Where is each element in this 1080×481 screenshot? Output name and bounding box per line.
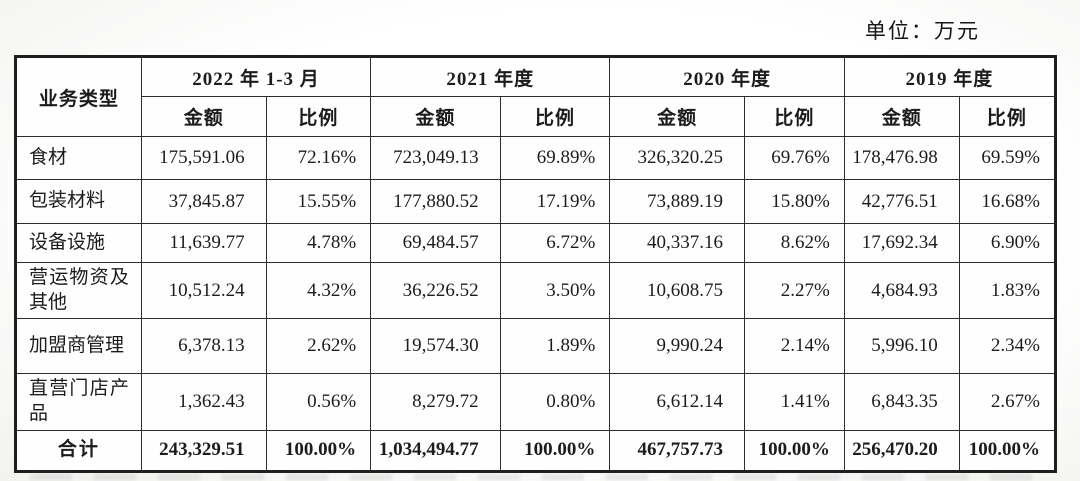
cell-ratio: 2.62% [265, 318, 372, 375]
subheader-amount-2021: 金额 [370, 96, 501, 137]
cell-amount: 723,049.13 [370, 136, 501, 180]
row-label: 营运物资及其他 [15, 261, 142, 320]
cell-ratio: 15.80% [744, 179, 845, 224]
cell-amount: 10,608.75 [609, 261, 745, 320]
cell-amount: 326,320.25 [609, 136, 745, 180]
cell-amount: 40,337.16 [609, 223, 745, 263]
table-row-packaging-materials: 包装材料 37,845.87 15.55% 177,880.52 17.19% … [15, 179, 1057, 224]
unit-label: 单位：万元 [865, 19, 980, 43]
cell-ratio: 100.00% [958, 429, 1057, 472]
row-label: 食材 [15, 136, 142, 180]
revenue-by-business-type-table: 业务类型 2022 年 1-3 月 2021 年度 2020 年度 2019 年… [14, 55, 1057, 473]
subheader-ratio-2020: 比例 [744, 96, 845, 137]
total-label: 合计 [15, 429, 142, 472]
cell-amount: 37,845.87 [140, 179, 267, 224]
cell-amount: 1,034,494.77 [370, 429, 501, 472]
column-header-2020: 2020 年度 [609, 56, 845, 97]
cell-ratio: 4.78% [265, 223, 372, 263]
cell-amount: 256,470.20 [843, 429, 960, 472]
column-header-2019: 2019 年度 [843, 56, 1057, 97]
cell-amount: 6,843.35 [843, 373, 960, 431]
cell-ratio: 6.90% [958, 223, 1057, 263]
table-row-operating-supplies: 营运物资及其他 10,512.24 4.32% 36,226.52 3.50% … [15, 261, 1057, 320]
cell-ratio: 0.80% [499, 373, 611, 431]
table-row-equipment-facilities: 设备设施 11,639.77 4.78% 69,484.57 6.72% 40,… [15, 223, 1057, 263]
cell-ratio: 0.56% [265, 373, 372, 431]
subheader-amount-2019: 金额 [843, 96, 960, 137]
cell-amount: 177,880.52 [370, 179, 501, 224]
subheader-ratio-2019: 比例 [958, 96, 1057, 137]
cell-ratio: 2.34% [958, 318, 1057, 375]
cell-amount: 5,996.10 [843, 318, 960, 375]
table-row-direct-store-products: 直营门店产品 1,362.43 0.56% 8,279.72 0.80% 6,6… [15, 373, 1057, 431]
subheader-amount-2020: 金额 [609, 96, 745, 137]
cell-ratio: 2.67% [958, 373, 1057, 431]
table-row-total: 合计 243,329.51 100.00% 1,034,494.77 100.0… [15, 429, 1057, 472]
column-header-2021: 2021 年度 [370, 56, 611, 97]
cell-amount: 6,378.13 [140, 318, 267, 375]
cell-ratio: 17.19% [499, 179, 611, 224]
cell-amount: 175,591.06 [140, 136, 267, 180]
cell-ratio: 100.00% [744, 429, 845, 472]
cell-amount: 17,692.34 [843, 223, 960, 263]
subheader-amount-2022: 金额 [140, 96, 267, 137]
cell-ratio: 100.00% [265, 429, 372, 472]
cell-ratio: 69.59% [958, 136, 1057, 180]
cell-amount: 11,639.77 [140, 223, 267, 263]
cell-amount: 6,612.14 [609, 373, 745, 431]
cell-ratio: 69.89% [499, 136, 611, 180]
cell-amount: 36,226.52 [370, 261, 501, 320]
cell-ratio: 8.62% [744, 223, 845, 263]
cell-ratio: 69.76% [744, 136, 845, 180]
subheader-ratio-2022: 比例 [265, 96, 372, 137]
row-label: 直营门店产品 [15, 373, 142, 431]
cell-ratio: 1.83% [958, 261, 1057, 320]
cell-amount: 73,889.19 [609, 179, 745, 224]
cell-amount: 42,776.51 [843, 179, 960, 224]
cell-ratio: 4.32% [265, 261, 372, 320]
cell-ratio: 1.41% [744, 373, 845, 431]
cell-ratio: 15.55% [265, 179, 372, 224]
cell-amount: 8,279.72 [370, 373, 501, 431]
cell-amount: 4,684.93 [843, 261, 960, 320]
table-row-food-materials: 食材 175,591.06 72.16% 723,049.13 69.89% 3… [15, 136, 1057, 180]
cell-amount: 243,329.51 [140, 429, 267, 472]
cell-amount: 1,362.43 [140, 373, 267, 431]
cell-amount: 69,484.57 [370, 223, 501, 263]
scan-artifact [30, 474, 1040, 480]
cell-ratio: 1.89% [499, 318, 611, 375]
cell-ratio: 2.14% [744, 318, 845, 375]
cell-ratio: 72.16% [265, 136, 372, 180]
cell-amount: 467,757.73 [609, 429, 745, 472]
cell-amount: 19,574.30 [370, 318, 501, 375]
cell-ratio: 3.50% [499, 261, 611, 320]
cell-ratio: 100.00% [499, 429, 611, 472]
cell-amount: 10,512.24 [140, 261, 267, 320]
header-subcolumns-row: 金额 比例 金额 比例 金额 比例 金额 比例 [16, 96, 1057, 137]
column-header-2022: 2022 年 1-3 月 [140, 56, 372, 97]
subheader-ratio-2021: 比例 [499, 96, 611, 137]
cell-ratio: 2.27% [744, 261, 845, 320]
column-header-business-type: 业务类型 [15, 56, 142, 137]
row-label: 包装材料 [15, 179, 142, 224]
row-label: 加盟商管理 [15, 318, 142, 375]
row-label: 设备设施 [15, 223, 142, 263]
cell-ratio: 16.68% [958, 179, 1057, 224]
cell-amount: 9,990.24 [609, 318, 745, 375]
table-row-franchisee-management: 加盟商管理 6,378.13 2.62% 19,574.30 1.89% 9,9… [15, 318, 1057, 375]
cell-amount: 178,476.98 [843, 136, 960, 180]
header-years-row: 业务类型 2022 年 1-3 月 2021 年度 2020 年度 2019 年… [15, 56, 1057, 137]
cell-ratio: 6.72% [499, 223, 611, 263]
